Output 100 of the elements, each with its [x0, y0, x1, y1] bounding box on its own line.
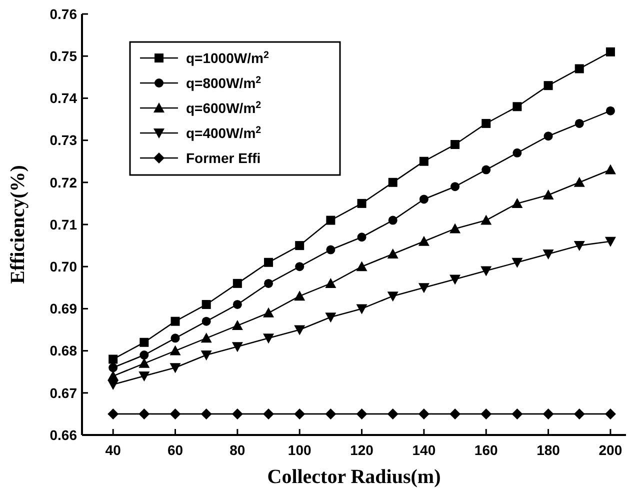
- point: [263, 334, 274, 344]
- point: [138, 372, 150, 382]
- point: [356, 304, 368, 314]
- point: [512, 258, 523, 268]
- point: [419, 156, 428, 166]
- point: [356, 408, 368, 420]
- point: [200, 350, 212, 361]
- y-tick-label: 0.75: [50, 48, 78, 64]
- point: [202, 300, 211, 309]
- point: [294, 290, 306, 301]
- point: [140, 350, 149, 360]
- x-tick-label: 200: [598, 442, 622, 458]
- point: [170, 316, 180, 326]
- legend-label: q=800W/m$^{2}$: [186, 74, 262, 91]
- point: [232, 278, 242, 288]
- point: [482, 118, 491, 128]
- point: [418, 408, 430, 420]
- y-tick-label: 0.68: [50, 342, 78, 359]
- point: [170, 334, 180, 343]
- point: [138, 358, 150, 368]
- point: [170, 363, 181, 374]
- point: [200, 408, 212, 420]
- y-tick-label: 0.71: [50, 216, 78, 232]
- y-tick-label: 0.67: [50, 384, 78, 401]
- point: [232, 300, 242, 309]
- point: [512, 198, 523, 208]
- point: [419, 194, 428, 204]
- point: [263, 307, 274, 318]
- y-tick-label: 0.69: [50, 300, 78, 317]
- point: [480, 266, 492, 276]
- point: [450, 182, 460, 192]
- x-tick-label: 80: [230, 442, 246, 458]
- x-tick-label: 100: [288, 442, 312, 458]
- point: [512, 408, 523, 420]
- point: [232, 342, 243, 352]
- point: [574, 176, 585, 187]
- point: [606, 47, 615, 56]
- point: [450, 274, 461, 285]
- point: [542, 190, 554, 200]
- point: [450, 140, 460, 150]
- point: [574, 118, 584, 128]
- point: [232, 320, 243, 330]
- point: [604, 164, 616, 174]
- point: [544, 132, 553, 141]
- point: [294, 408, 306, 420]
- point: [512, 148, 522, 158]
- point: [295, 241, 304, 250]
- point: [357, 232, 366, 242]
- point: [232, 408, 243, 420]
- point: [542, 249, 554, 260]
- y-tick-label: 0.72: [50, 174, 78, 190]
- point: [482, 165, 491, 174]
- point: [325, 278, 336, 288]
- legend-label: q=400W/m$^{2}$: [186, 124, 262, 141]
- point: [480, 214, 492, 225]
- point: [108, 354, 118, 364]
- point: [326, 245, 336, 254]
- point: [108, 363, 118, 372]
- x-tick-label: 180: [536, 442, 560, 458]
- point: [387, 292, 398, 302]
- point: [387, 408, 398, 420]
- point: [170, 408, 181, 420]
- y-tick-label: 0.70: [50, 258, 78, 274]
- point: [450, 408, 461, 420]
- legend-label: q=600W/m$^{2}$: [186, 99, 262, 116]
- point: [140, 338, 149, 347]
- point: [388, 178, 398, 187]
- point: [138, 408, 150, 420]
- point: [264, 278, 274, 288]
- point: [263, 408, 274, 420]
- y-tick-label: 0.66: [50, 426, 78, 443]
- point: [264, 258, 274, 267]
- point: [325, 312, 336, 323]
- x-tick-label: 60: [167, 442, 184, 458]
- y-tick-label: 0.76: [50, 6, 78, 22]
- y-axis-title: Efficiency(%): [7, 165, 29, 284]
- y-tick-label: 0.73: [50, 132, 78, 148]
- point: [326, 216, 336, 225]
- point: [604, 408, 616, 420]
- x-tick-label: 160: [474, 442, 498, 458]
- point: [356, 261, 368, 272]
- point: [574, 408, 585, 420]
- point: [295, 262, 304, 272]
- point: [388, 216, 398, 225]
- point: [202, 316, 211, 326]
- point: [108, 380, 119, 390]
- point: [574, 64, 584, 74]
- point: [480, 408, 492, 420]
- point: [542, 408, 554, 420]
- x-tick-label: 140: [412, 442, 436, 458]
- point: [450, 223, 461, 234]
- x-axis-title: Collector Radius(m): [267, 466, 441, 488]
- point: [604, 236, 616, 247]
- legend-label: Former Effi: [186, 150, 261, 166]
- x-tick-label: 40: [105, 442, 122, 458]
- point: [108, 408, 119, 420]
- point: [200, 332, 212, 343]
- point: [574, 241, 585, 252]
- point: [418, 283, 430, 294]
- point: [357, 198, 366, 208]
